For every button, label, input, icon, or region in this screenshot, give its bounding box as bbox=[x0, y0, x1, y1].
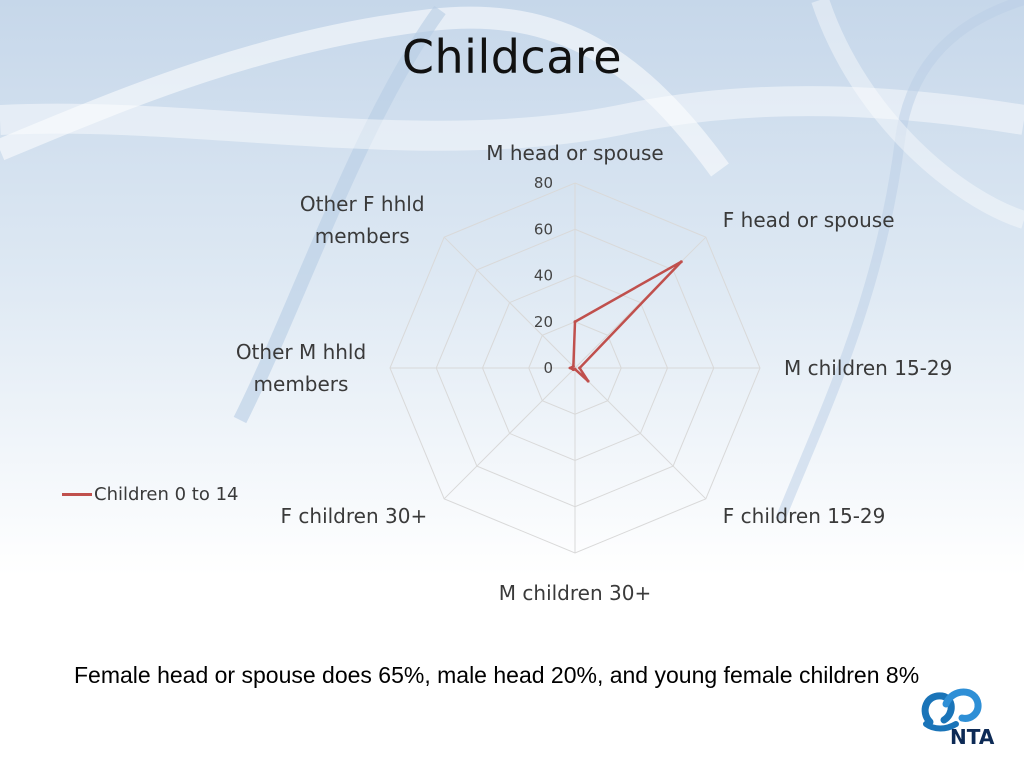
axis-label: F children 15-29 bbox=[723, 504, 886, 528]
tick-label-40: 40 bbox=[534, 267, 553, 285]
axis-label-line: F children 15-29 bbox=[723, 504, 886, 528]
axis-label: M head or spouse bbox=[486, 141, 663, 165]
series-point bbox=[568, 366, 572, 370]
series-point bbox=[571, 364, 575, 368]
axis-label-line: members bbox=[254, 372, 349, 396]
radar-series bbox=[567, 260, 683, 383]
axis-label-line: members bbox=[315, 224, 410, 248]
grid-spoke bbox=[443, 367, 576, 500]
legend-swatch bbox=[62, 492, 92, 496]
radar-tick-labels: 0 20 40 60 80 bbox=[534, 174, 553, 377]
tick-label-60: 60 bbox=[534, 220, 553, 238]
axis-label-line: Other M hhld bbox=[236, 340, 366, 364]
series-point bbox=[586, 379, 590, 383]
axis-label-line: M head or spouse bbox=[486, 141, 663, 165]
logo-text: NTA bbox=[950, 725, 995, 748]
grid-spoke bbox=[574, 236, 707, 369]
series-point bbox=[578, 366, 582, 370]
chart-legend: Children 0 to 14 bbox=[62, 482, 238, 506]
legend-label: Children 0 to 14 bbox=[94, 483, 239, 505]
series-line bbox=[567, 260, 683, 383]
axis-label-line: M children 30+ bbox=[499, 581, 651, 605]
series-point bbox=[571, 368, 575, 372]
nta-logo: NTA bbox=[921, 688, 995, 748]
grid-spoke bbox=[574, 367, 707, 500]
axis-label: Other M hhld members bbox=[236, 340, 366, 396]
axis-label: F head or spouse bbox=[723, 208, 895, 232]
axis-label: F children 30+ bbox=[281, 504, 428, 528]
tick-label-20: 20 bbox=[534, 313, 553, 331]
slide-caption: Female head or spouse does 65%, male hea… bbox=[74, 662, 920, 688]
grid-spoke bbox=[443, 236, 576, 369]
radar-axis-labels: M head or spouse F head or spouse M childr… bbox=[236, 141, 953, 605]
tick-label-0: 0 bbox=[543, 359, 553, 377]
axis-label: M children 15-29 bbox=[784, 356, 952, 380]
axis-label-line: F head or spouse bbox=[723, 208, 895, 232]
axis-label-line: M children 15-29 bbox=[784, 356, 952, 380]
axis-label: Other F hhld members bbox=[300, 192, 425, 248]
axis-label: M children 30+ bbox=[499, 581, 651, 605]
slide-title: Childcare bbox=[401, 30, 623, 84]
series-point bbox=[679, 260, 683, 264]
radar-grid bbox=[389, 182, 761, 554]
axis-label-line: Other F hhld bbox=[300, 192, 425, 216]
axis-label-line: F children 30+ bbox=[281, 504, 428, 528]
series-point bbox=[573, 320, 577, 324]
tick-label-80: 80 bbox=[534, 174, 553, 192]
